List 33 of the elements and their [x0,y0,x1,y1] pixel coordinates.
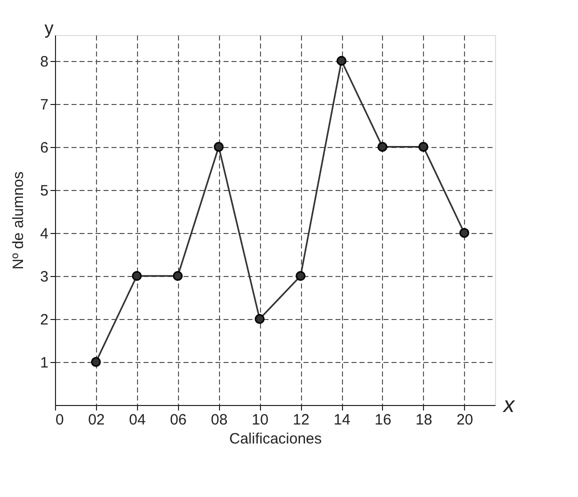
point [296,271,306,281]
point [336,56,346,66]
y-tick-label: 4 [40,225,48,242]
y-tick-label: 1 [40,354,48,372]
x-tick-label: 08 [210,412,228,428]
point [214,142,224,152]
y-tick-label: 5 [40,182,48,200]
x-axis-title: Calificaciones [229,430,322,448]
x-tick-label: 20 [456,412,474,428]
point [378,142,388,152]
point [90,357,101,367]
x-tick-label: 0 [56,412,64,428]
x-tick-label: 18 [416,412,432,428]
point [459,228,470,238]
x-tick-label: 02 [88,412,105,428]
x-tick-label: 10 [252,412,268,428]
x-tick-label: 16 [374,412,392,428]
y-tick-label: 6 [40,139,48,156]
x-tick-label: 06 [170,412,187,428]
y-tick-label: 2 [40,311,48,328]
x-tick-label: 04 [129,412,146,428]
point [418,142,428,152]
y-tick-label: 8 [40,53,48,70]
y-tick-label: 7 [40,96,48,114]
point [132,271,142,281]
y-tick-label: 3 [40,268,48,286]
point [172,271,183,281]
text: x [502,392,516,417]
x-tick-label: 14 [334,412,350,428]
y-axis-title: Nº de alumnos [10,171,28,270]
point [254,314,265,324]
x-tick-label: 12 [292,412,310,428]
text: y [44,18,54,38]
